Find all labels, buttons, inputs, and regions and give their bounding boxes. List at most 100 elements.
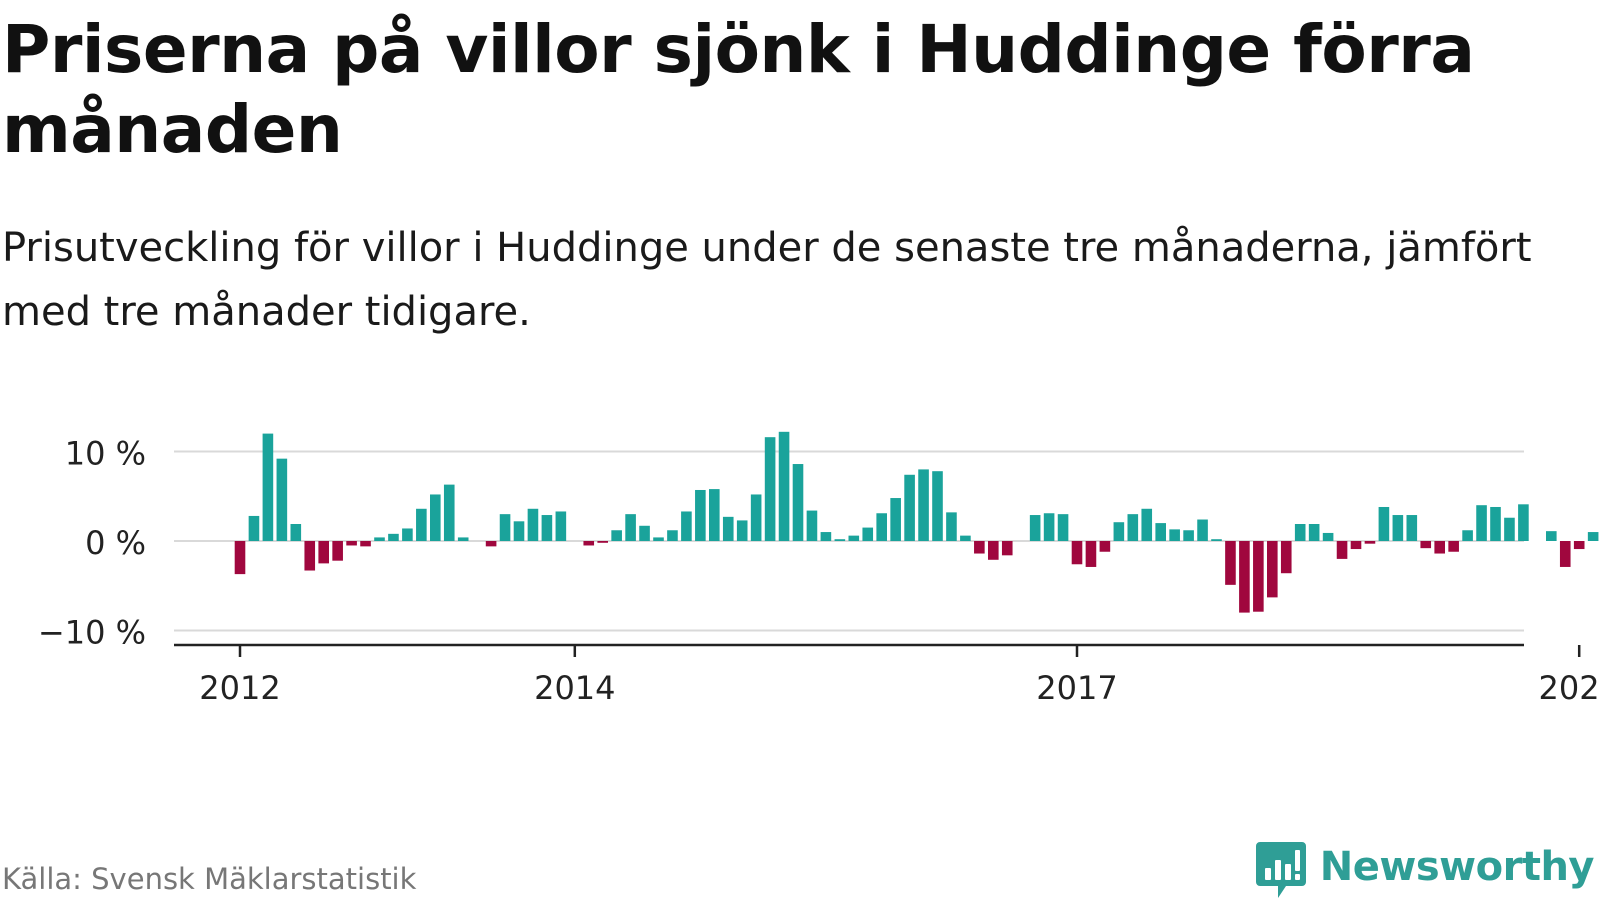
bar [946,512,957,541]
bar [234,541,246,575]
newsworthy-logo: Newsworthy [1255,842,1595,902]
logo-text: Newsworthy [1319,844,1595,890]
bar-chart-bubble-icon [1255,842,1306,898]
bar [1211,539,1222,541]
x-tick-label: 2020 [1538,669,1600,707]
bar [1113,522,1125,541]
bar [736,520,748,541]
bar [764,437,776,541]
bar-chart: 10 %0 %−10 %20122014201720202022−8 % [38,431,1600,708]
bar [1476,505,1487,541]
bar [1155,523,1166,541]
bar [1127,514,1139,541]
bar [1587,532,1599,541]
bar [904,474,915,541]
bar [290,524,302,541]
bar [1001,541,1013,556]
bar [457,537,469,541]
axis-labels: 10 %0 %−10 %20122014201720202022−8 % [38,435,1600,708]
chart-title: Priserna på villor sjönk i Huddinge förr… [2,11,1475,168]
bar [988,541,999,560]
bar [918,469,929,541]
bar [416,508,427,541]
bar [848,535,860,541]
bar [1406,515,1418,541]
bar [1448,541,1459,552]
bar [1099,541,1111,552]
bar [513,521,525,541]
bar [625,514,636,541]
bar [360,541,371,547]
bar [499,514,511,541]
y-tick-label: 0 % [85,524,146,562]
bar [1434,541,1445,554]
bar [1462,530,1473,541]
bar [1559,541,1571,567]
bar [541,515,553,541]
bar [1029,515,1041,541]
bar [1518,504,1529,541]
bar [485,541,497,547]
bar [750,494,762,541]
bar [1322,532,1334,541]
bar [806,510,818,541]
bar [1336,541,1348,559]
bar [876,513,887,541]
bar [318,541,329,564]
bar [555,511,567,541]
bar [1378,506,1390,541]
bar [583,541,595,546]
x-tick-label: 2017 [1036,669,1117,707]
bar [388,533,399,541]
bar [834,539,846,541]
bar [402,528,413,541]
bar [276,458,288,541]
bar [1420,541,1432,549]
bar [1392,515,1404,541]
bar [1239,541,1250,613]
bar [709,489,720,541]
bar [1043,513,1055,541]
bar [820,532,832,541]
bar [1504,517,1515,541]
bar [667,530,678,541]
bar [1280,541,1292,574]
bar [1490,506,1501,541]
bar [597,541,608,543]
bar [1169,529,1180,541]
bar [1071,541,1083,565]
bar [1546,531,1557,541]
bar [1057,514,1069,541]
bar [653,537,664,541]
bar [1267,541,1278,598]
bar [374,537,385,541]
bar [890,498,901,541]
bar [639,525,650,541]
bar [443,484,455,541]
bar [778,431,790,541]
bar [1308,524,1320,541]
chart-subtitle: Prisutveckling för villor i Huddinge und… [2,225,1532,335]
bar [430,494,441,541]
bar [1350,541,1362,550]
bar [1183,530,1194,541]
bar [262,433,274,541]
bar [527,508,539,541]
x-tick-label: 2012 [199,669,280,707]
bar [1197,519,1208,541]
bar [346,541,357,546]
bar-series [234,431,1599,613]
bar [1364,541,1376,544]
bar [974,541,985,554]
bar [1141,508,1153,541]
bar [862,527,874,541]
bar [332,541,343,561]
bar [681,511,692,541]
bar [248,515,260,541]
bar [1225,541,1236,585]
bar [1253,541,1264,612]
bar [611,530,622,541]
bar [1294,524,1306,541]
bar [1085,541,1097,567]
axes [174,643,1581,657]
